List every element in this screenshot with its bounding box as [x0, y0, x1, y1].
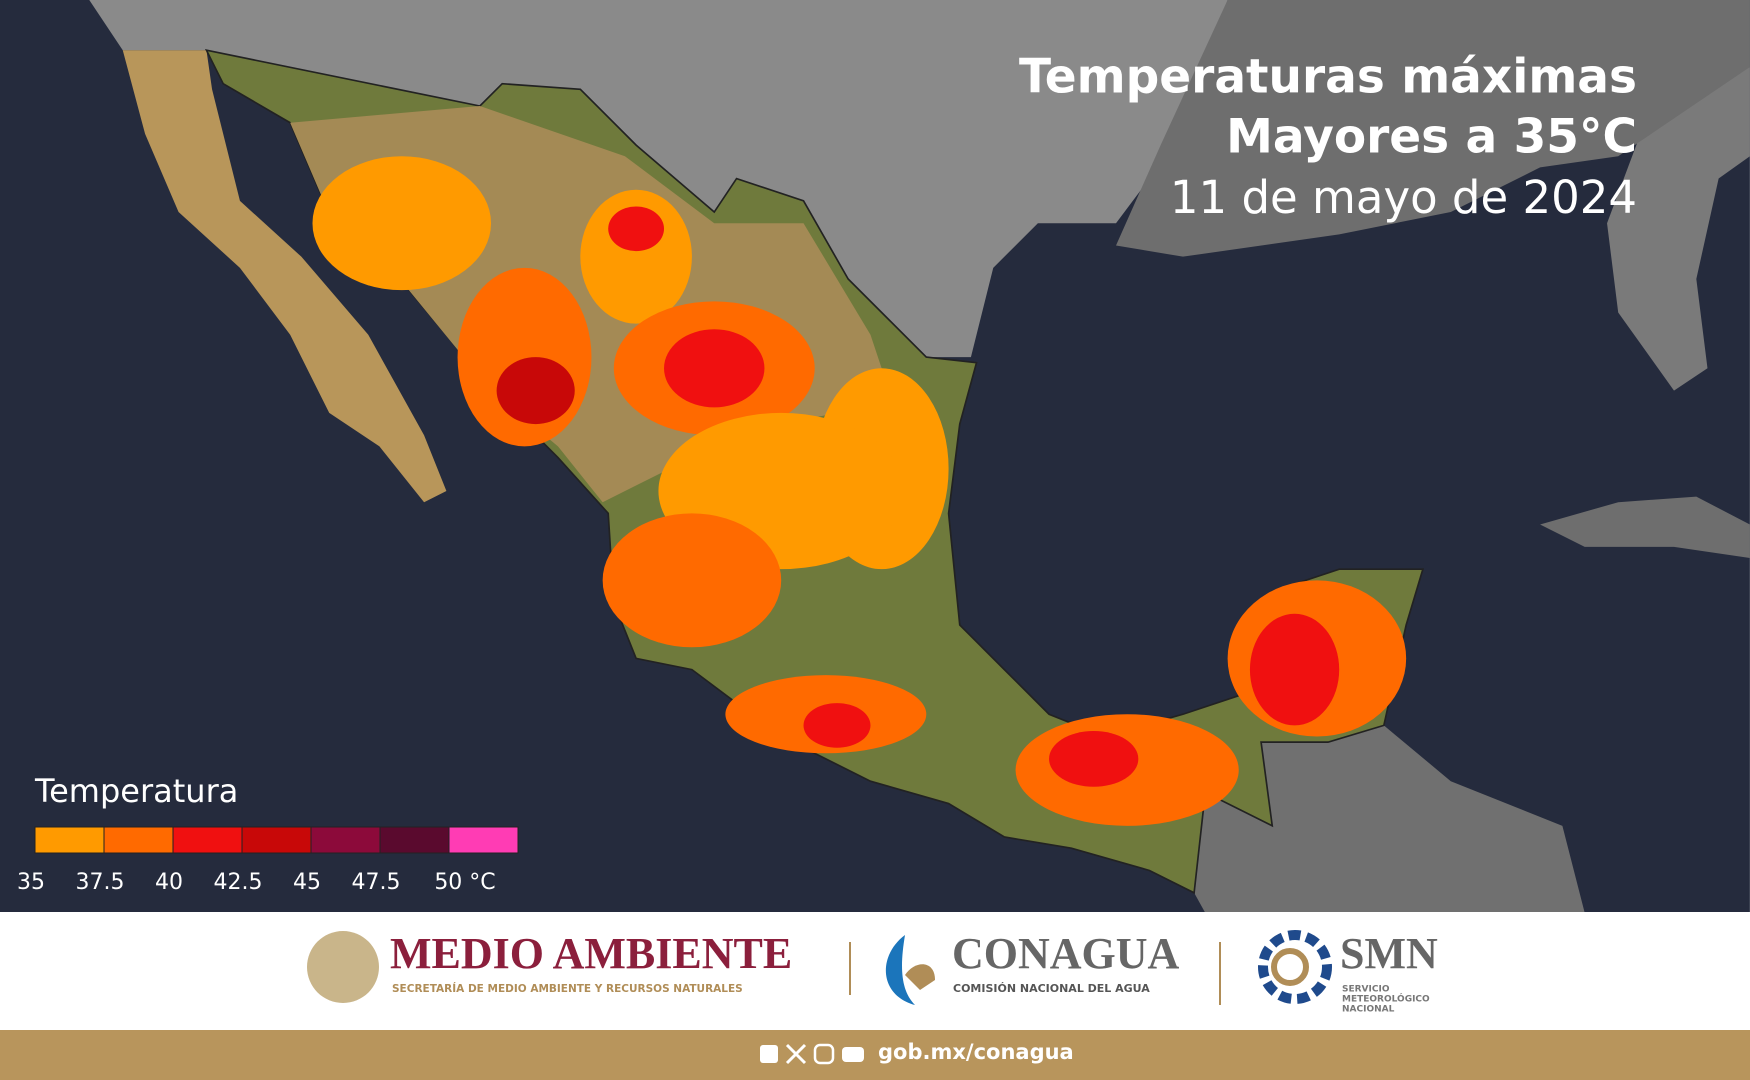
conagua-name: CONAGUA	[952, 929, 1180, 978]
legend-swatch	[241, 826, 312, 854]
legend-label: 50 °C	[434, 870, 495, 895]
social-icons	[760, 1043, 864, 1065]
land-us	[89, 0, 1228, 358]
legend-label: 40	[155, 870, 183, 895]
youtube-icon[interactable]	[842, 1047, 864, 1062]
legend-label: 47.5	[352, 870, 401, 895]
smn-subtitle: SERVICIO	[1342, 985, 1390, 995]
conagua-subtitle: COMISIÓN NACIONAL DEL AGUA	[953, 982, 1150, 995]
semarnat-subtitle: SECRETARÍA DE MEDIO AMBIENTE Y RECURSOS …	[392, 982, 743, 995]
x-icon[interactable]	[785, 1043, 807, 1065]
date: 11 de mayo de 2024	[1170, 171, 1637, 224]
map	[0, 0, 1750, 913]
legend-title: Temperatura	[34, 772, 238, 810]
smn-logo	[1258, 930, 1332, 1004]
facebook-icon[interactable]	[760, 1045, 778, 1063]
legend-swatch	[34, 826, 105, 854]
smn-name: SMN	[1340, 929, 1438, 978]
land-baja	[122, 50, 447, 503]
legend-label: 35	[17, 870, 45, 895]
legend-label: 45	[293, 870, 321, 895]
legend-label: 42.5	[214, 870, 263, 895]
legend-swatch	[448, 826, 519, 854]
legend-label: 37.5	[76, 870, 125, 895]
instagram-icon[interactable]	[813, 1043, 835, 1065]
smn-subtitle: METEOROLÓGICO	[1342, 993, 1430, 1005]
footer-bar	[0, 1030, 1750, 1080]
smn-logo-inner	[1271, 948, 1309, 986]
legend-swatch	[310, 826, 381, 854]
url[interactable]: gob.mx/conagua	[878, 1040, 1074, 1064]
subtitle: Mayores a 35°C	[1226, 110, 1637, 165]
land-central-america	[1194, 725, 1585, 913]
land-cuba	[1540, 496, 1750, 558]
legend-swatch	[103, 826, 174, 854]
title: Temperaturas máximas	[1019, 50, 1637, 105]
semarnat-emblem	[307, 931, 379, 1003]
conagua-logo	[885, 935, 915, 1005]
semarnat-name: MEDIO AMBIENTE	[390, 929, 792, 978]
land-us-south	[1115, 0, 1750, 257]
conagua-logo-bird	[905, 964, 935, 990]
footer	[0, 912, 1750, 1030]
smn-subtitle: NACIONAL	[1342, 1005, 1395, 1015]
legend-swatch	[379, 826, 450, 854]
legend-swatch	[172, 826, 243, 854]
heat-areas	[312, 156, 1407, 826]
legend: Temperatura 35 37.5 40 42.5 45 47.5 50 °C	[17, 772, 519, 895]
